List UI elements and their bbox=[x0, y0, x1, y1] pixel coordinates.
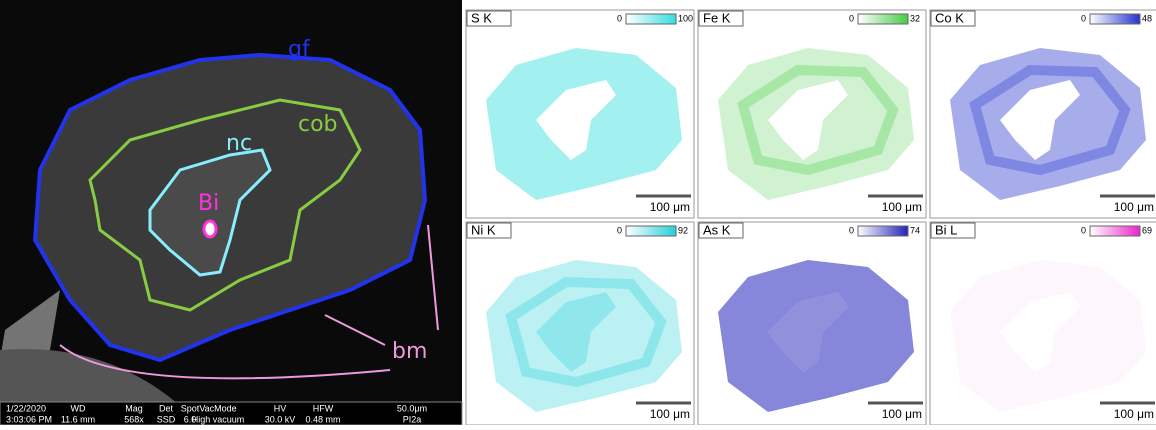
colorbar-max: 48 bbox=[1142, 13, 1152, 23]
info-label: HFW bbox=[313, 403, 334, 413]
colorbar-min: 0 bbox=[617, 225, 622, 235]
scale-label: 100 μm bbox=[650, 200, 690, 214]
info-label: Spot bbox=[181, 403, 200, 413]
info-label: HV bbox=[274, 403, 287, 413]
colorbar-min: 0 bbox=[849, 225, 854, 235]
map-panel: Ni K 0 92 100 μm bbox=[466, 222, 694, 425]
colorbar bbox=[1090, 226, 1140, 236]
element-label: Ni K bbox=[471, 222, 496, 237]
colorbar-min: 0 bbox=[617, 13, 622, 23]
element-label: Fe K bbox=[703, 10, 731, 25]
info-value: 3:03:06 PM bbox=[6, 414, 52, 424]
colorbar-max: 74 bbox=[910, 225, 920, 235]
info-label: Det bbox=[159, 403, 174, 413]
element-label: As K bbox=[703, 222, 731, 237]
info-label: Mag bbox=[125, 403, 143, 413]
element-label: Co K bbox=[935, 10, 964, 25]
colorbar-max: 100 bbox=[678, 13, 693, 23]
colorbar bbox=[626, 14, 676, 24]
info-value: SSD bbox=[157, 414, 176, 424]
info-value: 568x bbox=[124, 414, 144, 424]
info-value: 30.0 kV bbox=[265, 414, 296, 424]
info-label: VacMode bbox=[199, 403, 236, 413]
colorbar-max: 69 bbox=[1142, 225, 1152, 235]
label-gf: gf bbox=[288, 37, 311, 62]
label-nc: nc bbox=[226, 131, 252, 156]
info-label: 1/22/2020 bbox=[6, 403, 46, 413]
scale-label: 100 μm bbox=[650, 407, 690, 421]
colorbar-min: 0 bbox=[1081, 13, 1086, 23]
colorbar bbox=[858, 226, 908, 236]
map-panel: Fe K 0 32 100 μm bbox=[698, 10, 926, 218]
colorbar-max: 32 bbox=[910, 13, 920, 23]
map-panel: S K 0 100 100 μm bbox=[466, 10, 694, 218]
colorbar bbox=[626, 226, 676, 236]
info-value: PI2a bbox=[403, 414, 422, 424]
colorbar-min: 0 bbox=[1081, 225, 1086, 235]
scale-label: 100 μm bbox=[1114, 200, 1154, 214]
info-label: WD bbox=[71, 403, 86, 413]
label-cob: cob bbox=[298, 112, 338, 137]
element-label: Bi L bbox=[935, 222, 957, 237]
bi-outline bbox=[204, 221, 216, 237]
map-panel: Co K 0 48 100 μm bbox=[930, 10, 1156, 218]
map-panel: As K 0 74 100 μm bbox=[698, 222, 926, 425]
colorbar bbox=[1090, 14, 1140, 24]
figure: gf cob nc Bi bm 1/22/20203:03:06 PM WD11.… bbox=[0, 0, 1156, 425]
info-value: High vacuum bbox=[192, 414, 245, 424]
element-label: S K bbox=[471, 10, 492, 25]
info-label: 50.0μm bbox=[397, 403, 427, 413]
colorbar-min: 0 bbox=[849, 13, 854, 23]
scale-label: 100 μm bbox=[882, 407, 922, 421]
map-panel: Bi L 0 69 100 μm bbox=[930, 222, 1156, 425]
info-value: 11.6 mm bbox=[61, 414, 95, 424]
scale-label: 100 μm bbox=[882, 200, 922, 214]
label-bm: bm bbox=[392, 339, 427, 364]
colorbar bbox=[858, 14, 908, 24]
label-bi: Bi bbox=[198, 191, 219, 216]
scale-label: 100 μm bbox=[1114, 407, 1154, 421]
colorbar-max: 92 bbox=[678, 225, 688, 235]
info-value: 0.48 mm bbox=[305, 414, 340, 424]
